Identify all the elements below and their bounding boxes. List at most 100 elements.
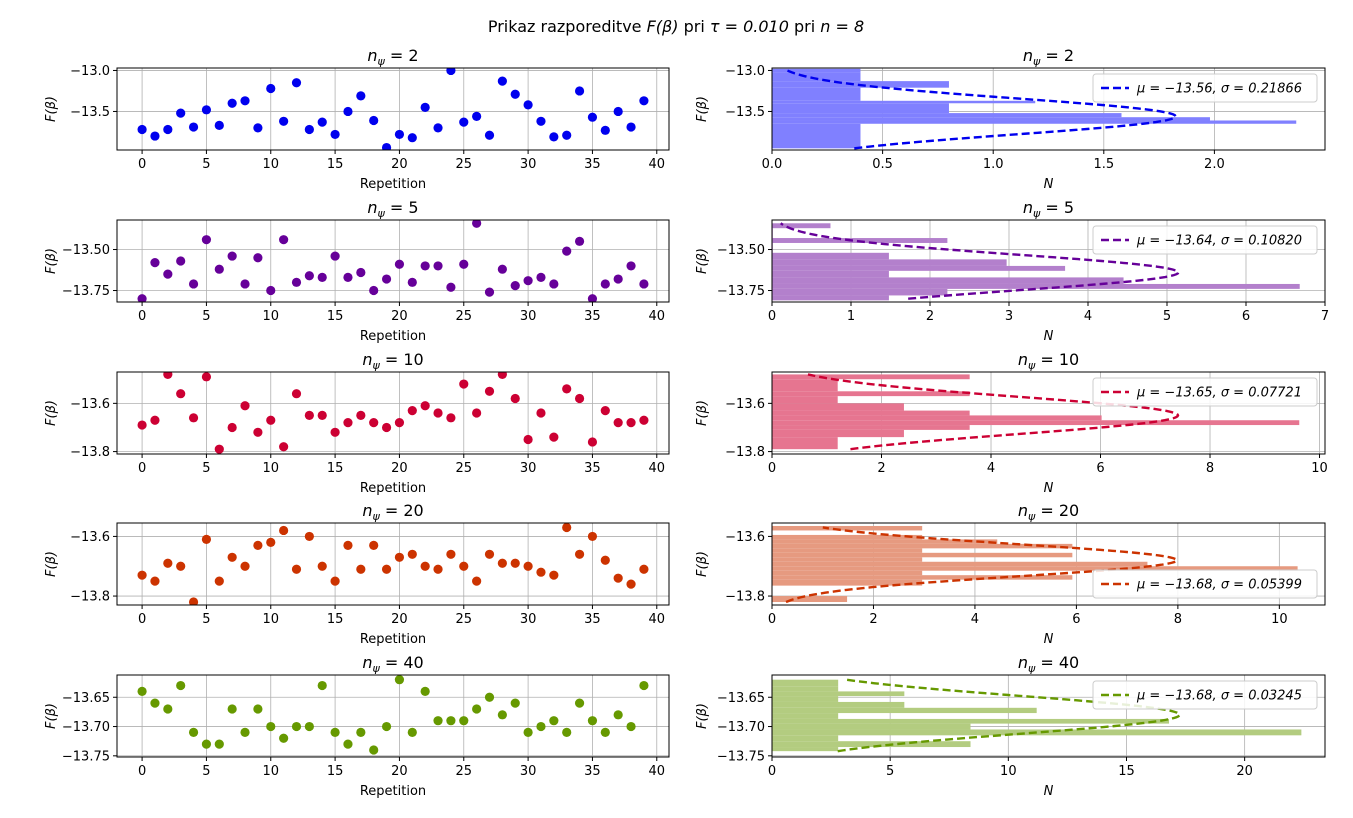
subplot-title-base: n xyxy=(367,46,377,65)
histogram-bar xyxy=(772,396,838,404)
legend-box xyxy=(1092,680,1318,710)
y-axis-label: F(β) xyxy=(695,703,710,729)
subplot-title-base: n xyxy=(1018,350,1028,369)
scatter-point xyxy=(176,680,186,691)
y-axis: −13.5 −13.0 xyxy=(70,64,117,120)
scatter-point xyxy=(459,716,469,726)
axes-frame xyxy=(771,674,1326,758)
histogram-bar xyxy=(772,270,889,278)
fit-curve-line xyxy=(837,678,1181,753)
y-tick-label: −13.6 xyxy=(70,530,110,545)
scatter-point xyxy=(266,415,276,425)
histogram-bar xyxy=(772,103,949,114)
x-tick-label: 2.0 xyxy=(1204,157,1225,172)
hist-panel-0: μ = −13.56, σ = 0.21866 0.0 0.5 1.0 1.5 2.0 −1… xyxy=(695,46,1326,192)
scatter-point xyxy=(266,537,276,547)
histogram-bar xyxy=(772,374,970,380)
legend-box xyxy=(1092,377,1318,407)
scatter-panel-3: 0 5 10 15 20 25 30 35 40 −13.8 −13.6 Repetition F(β)… xyxy=(44,501,670,647)
x-tick-label: 8 xyxy=(1174,612,1182,627)
scatter-point xyxy=(253,427,263,437)
histogram-bar xyxy=(772,113,1122,118)
x-tick-label: 35 xyxy=(584,461,601,476)
subplot-title-rest: = 5 xyxy=(1040,198,1074,217)
scatter-point xyxy=(137,294,147,302)
subplot-title-rest: = 20 xyxy=(1035,501,1079,520)
scatter-point xyxy=(639,96,649,106)
scatter-point xyxy=(176,108,186,118)
scatter-point xyxy=(381,422,392,433)
subplot-title-sub: ψ xyxy=(1033,207,1041,220)
scatter-point xyxy=(227,98,237,108)
scatter-point xyxy=(574,86,585,96)
histogram-bar xyxy=(772,72,861,82)
axes-frame xyxy=(116,371,670,455)
y-tick-label: −13.50 xyxy=(62,243,110,258)
x-tick-label: 10 xyxy=(262,461,279,476)
histogram-bar xyxy=(772,707,1037,714)
fit-curve-line xyxy=(785,526,1179,604)
x-tick-label: 10 xyxy=(1271,612,1288,627)
y-tick-label: −13.6 xyxy=(725,397,765,412)
x-tick-label: 1.5 xyxy=(1093,157,1114,172)
scatter-point xyxy=(176,256,186,266)
x-tick-label: 5 xyxy=(202,461,210,476)
scatter-point xyxy=(253,704,263,714)
legend-box xyxy=(1092,225,1318,255)
legend-label: μ = −13.65, σ = 0.07721 xyxy=(1136,386,1302,401)
scatter-point xyxy=(266,83,276,94)
subplot-title: nψ = 5 xyxy=(367,198,418,220)
x-tick-label: 0.0 xyxy=(762,157,783,172)
x-tick-label: 15 xyxy=(327,309,344,324)
scatter-point xyxy=(574,393,585,404)
legend-mu: μ = −13.65, xyxy=(1136,386,1221,401)
scatter-point xyxy=(214,444,224,454)
scatter-point xyxy=(304,531,314,542)
x-tick-label: 5 xyxy=(886,764,894,779)
y-axis: −13.8 −13.6 xyxy=(70,530,117,605)
scatter-point xyxy=(626,579,636,589)
y-tick-label: −13.8 xyxy=(725,590,765,605)
x-tick-label: 25 xyxy=(455,612,472,627)
scatter-point xyxy=(253,540,263,550)
x-tick-label: 5 xyxy=(202,157,210,172)
histogram-bar xyxy=(772,68,861,73)
subplot-title-base: n xyxy=(1018,653,1028,672)
scatter-point xyxy=(510,393,520,404)
x-tick-label: 0 xyxy=(138,612,146,627)
x-tick-label: 15 xyxy=(327,764,344,779)
scatter-point xyxy=(446,282,456,292)
scatter-point xyxy=(574,236,585,246)
x-tick-label: 35 xyxy=(584,309,601,324)
scatter-point xyxy=(317,680,327,691)
scatter-point xyxy=(381,274,392,284)
histogram-bar xyxy=(772,557,923,562)
histogram-bar xyxy=(772,429,904,438)
scatter-point xyxy=(626,261,636,271)
plot-area xyxy=(772,68,1297,150)
plot-area xyxy=(772,222,1300,301)
scatter-point xyxy=(330,576,340,586)
y-tick-label: −13.0 xyxy=(725,64,765,79)
subplot-title-sub: ψ xyxy=(372,662,380,675)
x-tick-label: 35 xyxy=(584,764,601,779)
scatter-point xyxy=(343,739,353,749)
subplot-title-sub: ψ xyxy=(1033,55,1041,68)
x-axis-label: Repetition xyxy=(360,784,426,799)
scatter-point xyxy=(369,115,379,126)
scatter-point xyxy=(369,418,379,428)
subplot-title-rest: = 10 xyxy=(1035,350,1079,369)
x-tick-label: 5 xyxy=(202,612,210,627)
legend-box xyxy=(1092,569,1318,599)
x-axis: 0 5 10 15 20 25 30 35 40 xyxy=(138,757,665,779)
subplot-title-base: n xyxy=(1023,198,1033,217)
axes-frame xyxy=(116,67,670,151)
histogram-bar xyxy=(772,259,1007,266)
scatter-point xyxy=(188,727,199,738)
legend-label: μ = −13.56, σ = 0.21866 xyxy=(1136,82,1302,97)
x-tick-label: 35 xyxy=(584,157,601,172)
subplot-title-sub: ψ xyxy=(378,55,386,68)
legend-sigma: σ = 0.10820 xyxy=(1221,234,1302,249)
scatter-point xyxy=(317,561,327,571)
